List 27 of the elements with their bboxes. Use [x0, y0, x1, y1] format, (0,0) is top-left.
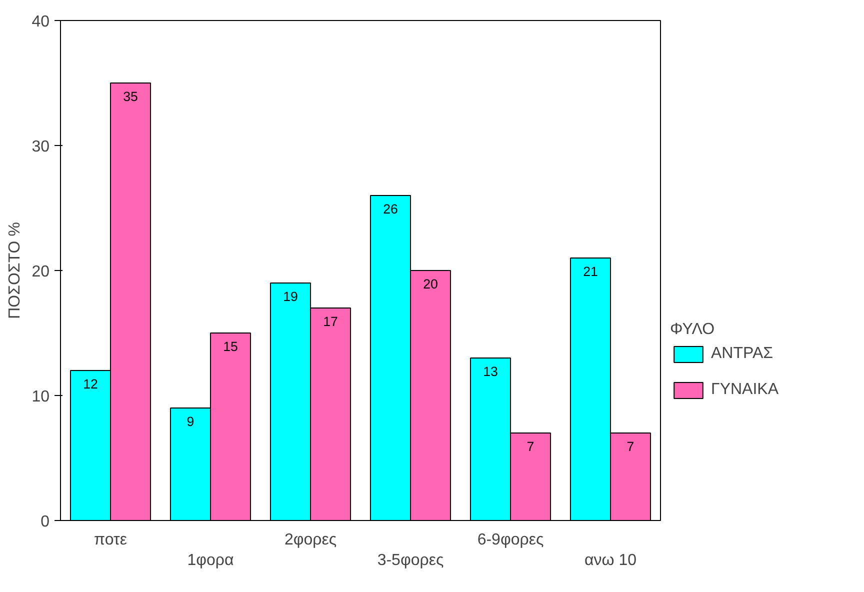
y-tick-label: 10	[32, 388, 50, 406]
x-tick-label: 2φορες	[284, 532, 337, 548]
data-label: 15	[223, 339, 238, 354]
x-tick-label: ποτε	[94, 532, 127, 548]
data-label: 12	[83, 376, 98, 392]
data-label: 7	[626, 439, 634, 454]
legend-title: ΦΥΛΟ	[670, 321, 716, 339]
y-tick-label: 20	[32, 264, 50, 280]
y-tick-label: 40	[32, 14, 50, 30]
data-label: 20	[423, 276, 438, 292]
x-tick-label: 6-9φορες	[477, 532, 544, 548]
data-label: 7	[526, 439, 534, 454]
y-tick-label: 0	[40, 514, 50, 530]
x-tick-label: 1φορα	[187, 552, 234, 569]
data-label: 13	[483, 364, 498, 379]
x-tick-label: 3-5φορες	[377, 552, 444, 569]
data-label: 35	[123, 89, 138, 104]
data-label: 17	[323, 314, 338, 329]
data-label: 21	[583, 264, 598, 279]
x-tick-label: ανω 10	[584, 552, 637, 569]
data-label: 26	[383, 202, 398, 216]
legend-label: ΑΝΤΡΑΣ	[711, 345, 774, 363]
data-label: 19	[283, 289, 298, 304]
legend-label: ΓΥΝΑΙΚΑ	[711, 381, 778, 399]
y-tick-label: 30	[32, 138, 50, 156]
y-axis-title: ΠΟΣΟΣΤΟ %	[6, 222, 24, 319]
data-label: 9	[186, 414, 194, 429]
